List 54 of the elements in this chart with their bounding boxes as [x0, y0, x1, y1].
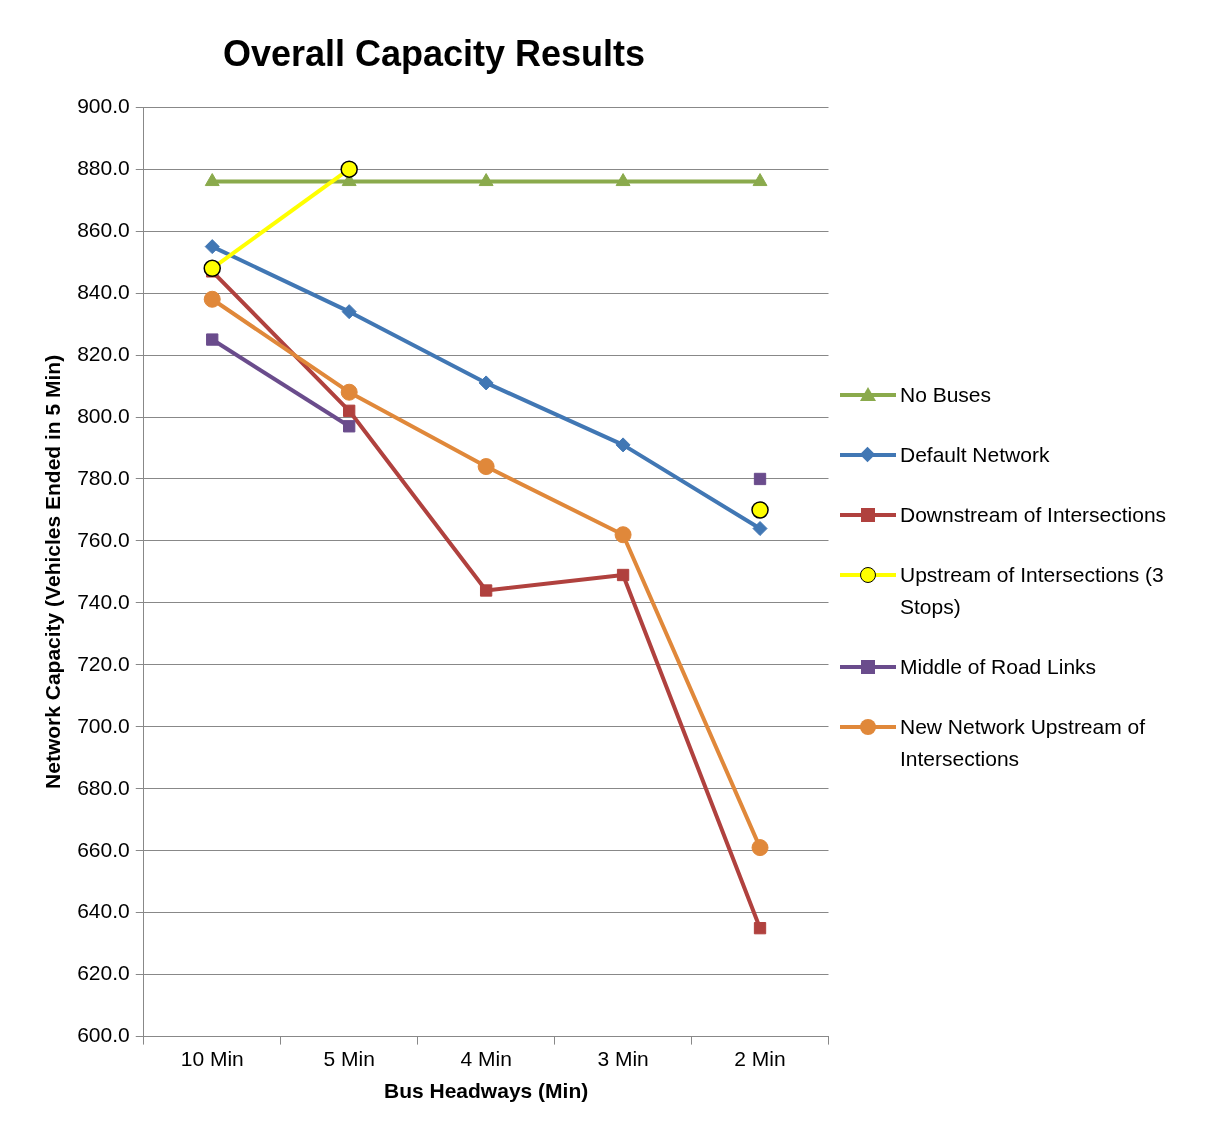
point [478, 173, 494, 187]
x-tick-label: 5 Min [323, 1047, 375, 1070]
point [753, 472, 767, 486]
x-tick-label: 10 Min [180, 1047, 244, 1070]
point [204, 239, 220, 255]
point [616, 568, 630, 582]
point [341, 304, 357, 320]
point [752, 521, 768, 537]
y-tick-label: 720.0 [77, 651, 130, 675]
y-tick-label: 860.0 [77, 217, 130, 241]
y-tick-label: 600.0 [77, 1023, 130, 1047]
point [340, 383, 358, 401]
point [614, 526, 632, 544]
point [479, 584, 493, 597]
chart-title: Overall Capacity Results [222, 32, 646, 74]
point [203, 290, 221, 308]
point [343, 404, 356, 417]
point [753, 922, 767, 935]
point [206, 333, 219, 346]
y-tick-label: 900.0 [77, 94, 130, 117]
x-tick-label: 4 Min [460, 1047, 512, 1070]
legend-label: Default Network [900, 442, 1050, 468]
point [478, 375, 494, 391]
point [615, 173, 631, 187]
y-tick-label: 880.0 [77, 155, 130, 179]
y-tick-label: 660.0 [77, 837, 130, 861]
y-tick-label: 820.0 [77, 341, 130, 365]
legend-label: Downstream of Intersections [900, 502, 1167, 528]
point [477, 458, 495, 476]
y-tick-label: 680.0 [77, 775, 130, 799]
y-tick-label: 840.0 [77, 279, 130, 303]
y-axis-title: Network Capacity (Vehicles Ended in 5 Min) [41, 354, 65, 789]
y-tick-label: 700.0 [77, 713, 130, 737]
x-tick-label: 2 Min [734, 1047, 786, 1070]
point [752, 173, 768, 187]
point [204, 173, 220, 187]
point [203, 259, 221, 278]
y-tick-label: 800.0 [77, 403, 130, 427]
x-axis-title: Bus Headways (Min) [384, 1079, 589, 1103]
legend-label: Middle of Road Links [900, 654, 1097, 680]
y-tick-label: 740.0 [77, 589, 130, 613]
point [343, 420, 356, 433]
legend-label: Upstream of Intersections (3 Stops) [900, 562, 1165, 620]
point [615, 437, 631, 453]
y-tick-label: 780.0 [77, 465, 130, 489]
point [751, 839, 769, 857]
y-tick-label: 640.0 [77, 899, 130, 923]
legend-label: No Buses [900, 382, 992, 408]
point [340, 160, 358, 178]
legend-label: New Network Upstream of Intersections [900, 714, 1147, 772]
y-tick-label: 620.0 [77, 961, 130, 985]
x-tick-label: 3 Min [597, 1047, 649, 1070]
point [751, 501, 769, 519]
y-tick-label: 760.0 [77, 527, 130, 551]
